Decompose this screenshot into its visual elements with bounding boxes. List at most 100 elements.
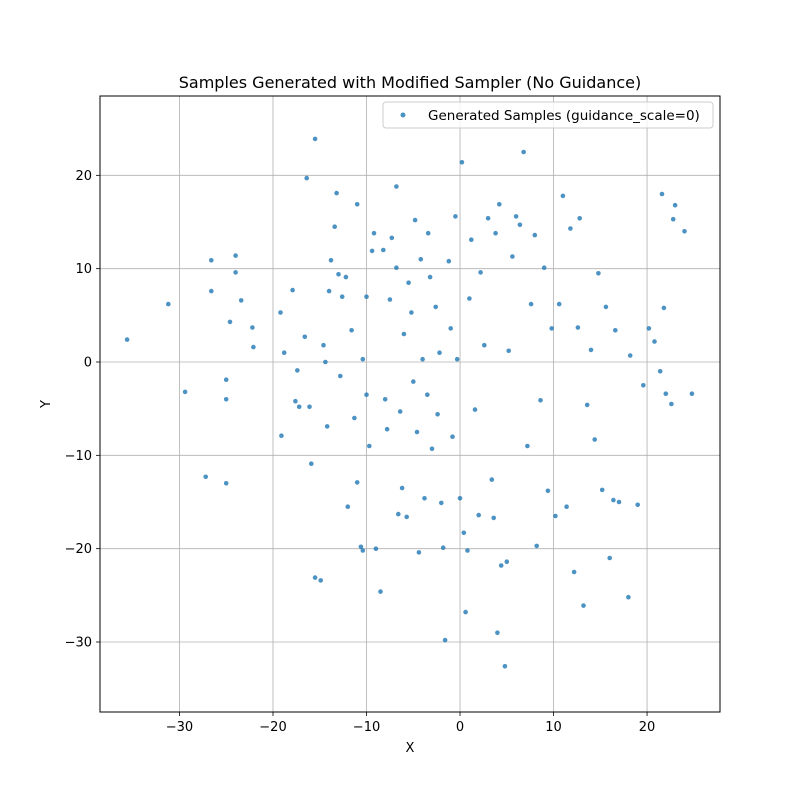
data-point bbox=[489, 477, 495, 482]
data-point bbox=[463, 609, 468, 615]
data-point bbox=[409, 310, 414, 315]
data-point bbox=[371, 230, 377, 236]
data-point bbox=[461, 530, 467, 536]
data-point bbox=[588, 347, 594, 353]
data-point bbox=[556, 301, 562, 307]
data-point bbox=[465, 548, 470, 553]
data-point bbox=[457, 496, 463, 501]
data-point bbox=[502, 664, 508, 669]
data-point bbox=[382, 397, 388, 402]
data-point bbox=[469, 237, 474, 242]
data-point bbox=[448, 326, 454, 331]
data-point bbox=[209, 288, 214, 294]
data-point bbox=[498, 563, 504, 568]
data-point bbox=[364, 294, 369, 300]
data-point bbox=[321, 342, 326, 348]
data-point bbox=[553, 513, 558, 519]
data-point bbox=[641, 383, 646, 388]
data-point bbox=[343, 274, 349, 280]
data-point bbox=[338, 373, 343, 379]
data-point bbox=[607, 555, 612, 561]
data-point bbox=[312, 136, 318, 142]
data-point bbox=[425, 230, 431, 236]
data-point bbox=[485, 216, 491, 221]
data-point bbox=[521, 149, 526, 155]
x-tick-label: −20 bbox=[259, 720, 286, 735]
data-point bbox=[394, 184, 399, 189]
data-point bbox=[302, 334, 308, 340]
data-point bbox=[425, 392, 430, 398]
data-point bbox=[538, 398, 543, 403]
data-point bbox=[349, 328, 354, 333]
chart-title: Samples Generated with Modified Sampler … bbox=[179, 73, 641, 92]
data-point bbox=[611, 497, 616, 503]
data-points bbox=[124, 136, 695, 669]
y-axis-label: Y bbox=[39, 400, 54, 409]
data-point bbox=[442, 637, 448, 643]
data-point bbox=[429, 446, 435, 452]
data-point bbox=[596, 271, 601, 276]
data-point bbox=[571, 569, 577, 575]
data-point bbox=[384, 426, 390, 432]
x-tick-label: 0 bbox=[456, 720, 464, 735]
y-tick-label: −30 bbox=[65, 636, 92, 651]
data-point bbox=[312, 575, 318, 580]
data-point bbox=[584, 402, 590, 408]
x-tick-label: 20 bbox=[639, 720, 656, 735]
data-point bbox=[304, 175, 310, 181]
data-point bbox=[378, 589, 383, 594]
data-point bbox=[575, 325, 581, 330]
data-point bbox=[669, 401, 674, 407]
data-point bbox=[401, 331, 407, 337]
y-tick-label: 10 bbox=[75, 262, 92, 277]
data-point bbox=[497, 202, 502, 207]
data-point bbox=[513, 214, 519, 219]
data-point bbox=[233, 253, 238, 258]
data-point bbox=[440, 545, 446, 550]
data-point bbox=[399, 485, 405, 491]
data-point bbox=[689, 391, 695, 397]
data-point bbox=[564, 504, 569, 510]
data-point bbox=[663, 391, 669, 397]
data-point bbox=[295, 368, 300, 373]
data-point bbox=[659, 191, 665, 197]
data-point bbox=[381, 247, 386, 253]
data-point bbox=[290, 287, 295, 293]
data-point bbox=[670, 216, 676, 222]
data-point bbox=[672, 202, 678, 208]
legend: Generated Samples (guidance_scale=0) bbox=[382, 101, 714, 129]
data-point bbox=[279, 433, 284, 439]
legend-box bbox=[382, 101, 714, 129]
data-point bbox=[323, 359, 328, 365]
data-point bbox=[124, 337, 130, 342]
data-point bbox=[182, 389, 188, 395]
data-point bbox=[332, 224, 338, 229]
data-point bbox=[339, 294, 345, 300]
x-tick-label: −30 bbox=[166, 720, 193, 735]
data-point bbox=[652, 339, 657, 344]
data-point bbox=[387, 297, 393, 302]
x-tick-label: 10 bbox=[545, 720, 562, 735]
data-point bbox=[534, 543, 539, 549]
data-point bbox=[360, 548, 366, 553]
data-point bbox=[404, 514, 410, 520]
data-point bbox=[627, 353, 633, 358]
data-point bbox=[446, 258, 452, 264]
data-point bbox=[459, 160, 465, 165]
data-point bbox=[613, 328, 618, 333]
legend-marker bbox=[400, 112, 406, 118]
data-point bbox=[420, 356, 425, 362]
data-point bbox=[309, 461, 314, 467]
y-tick-label: 0 bbox=[84, 356, 92, 371]
data-point bbox=[532, 232, 538, 238]
x-axis-ticks: −30 −20 −10 0 10 20 bbox=[166, 712, 656, 735]
data-point bbox=[439, 500, 444, 506]
y-tick-label: −10 bbox=[65, 449, 92, 464]
data-point bbox=[525, 443, 530, 449]
data-point bbox=[592, 437, 597, 442]
data-point bbox=[278, 310, 283, 315]
data-point bbox=[476, 512, 482, 518]
data-point bbox=[581, 603, 586, 608]
data-point bbox=[326, 288, 332, 294]
data-point bbox=[227, 319, 233, 325]
